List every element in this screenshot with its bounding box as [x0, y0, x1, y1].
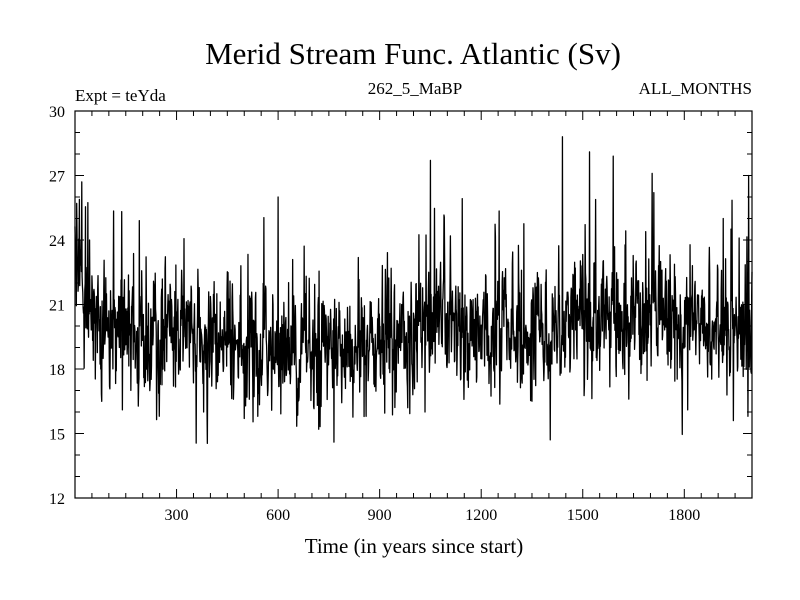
series-line [74, 136, 753, 445]
y-tick-label: 24 [49, 233, 65, 250]
plot-area [74, 136, 753, 445]
plot-frame [74, 110, 753, 499]
y-tick-label: 12 [49, 491, 65, 508]
x-tick-label: 1800 [668, 507, 700, 524]
x-tick-label: 1200 [465, 507, 497, 524]
x-tick-label: 900 [368, 507, 392, 524]
subtitle-right: ALL_MONTHS [639, 79, 752, 98]
y-tick-label: 15 [49, 427, 65, 444]
x-axis: 300 600 900 1200 1500 1800 [91, 111, 736, 524]
subtitle-left: Expt = teYda [75, 86, 166, 105]
subtitle-center: 262_5_MaBP [368, 79, 462, 98]
y-tick-label: 21 [49, 298, 65, 315]
x-tick-label: 300 [165, 507, 189, 524]
x-tick-label: 1500 [567, 507, 599, 524]
chart-title: Merid Stream Func. Atlantic (Sv) [205, 36, 621, 71]
y-tick-label: 30 [49, 104, 65, 121]
y-tick-label: 27 [49, 169, 65, 186]
x-tick-label: 600 [266, 507, 290, 524]
x-axis-label: Time (in years since start) [305, 534, 524, 558]
y-tick-label: 18 [49, 362, 65, 379]
